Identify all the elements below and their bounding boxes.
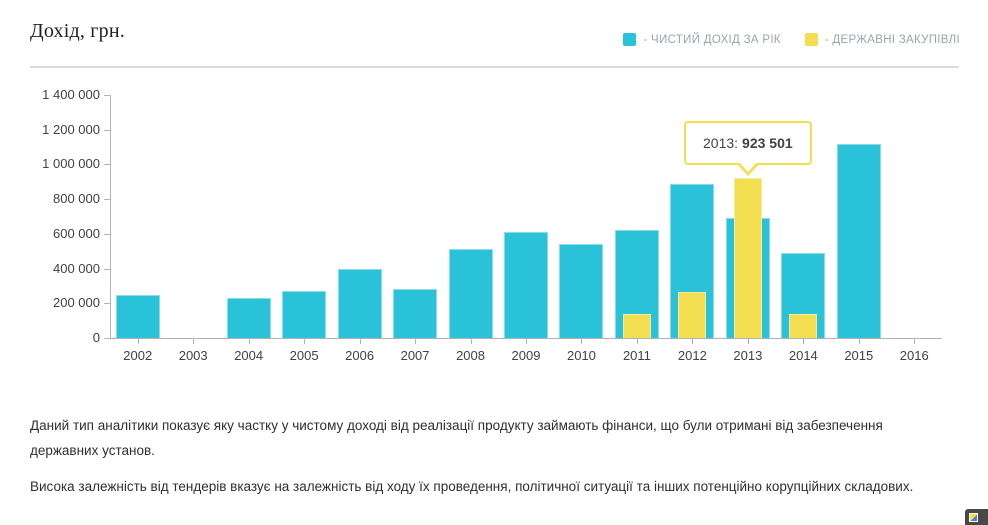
bar-procurement-2014[interactable]: [789, 313, 818, 338]
x-axis-tick: [692, 339, 694, 344]
x-axis-label: 2013: [733, 348, 763, 363]
y-axis-tick: [104, 338, 110, 339]
x-axis-label: 2006: [345, 348, 375, 363]
bar-procurement-2013[interactable]: [733, 177, 762, 338]
x-axis-tick: [526, 339, 527, 344]
y-axis-tick: [104, 303, 110, 305]
x-axis-label: 2005: [289, 348, 319, 363]
x-axis-label: 2007: [400, 348, 430, 363]
net-income-swatch-icon: [623, 33, 637, 46]
legend-item-procurement[interactable]: - ДЕРЖАВНІ ЗАКУПІВЛІ: [804, 33, 960, 46]
description-paragraph-2: Висока залежність від тендерів вказує на…: [30, 479, 914, 494]
legend-item-net-income[interactable]: - ЧИСТИЙ ДОХІД ЗА РІК: [623, 33, 781, 46]
bar-net-income-2014[interactable]: [781, 253, 826, 338]
bar-net-income-2005[interactable]: [282, 291, 327, 338]
x-axis-tick: [137, 339, 139, 344]
y-axis-label: 0: [92, 330, 100, 345]
chart-legend: - ЧИСТИЙ ДОХІД ЗА РІК - ДЕРЖАВНІ ЗАКУПІВ…: [623, 33, 960, 46]
x-axis-label: 2002: [123, 348, 153, 363]
bar-net-income-2015[interactable]: [836, 143, 881, 338]
legend-label-procurement: - ДЕРЖАВНІ ЗАКУПІВЛІ: [824, 33, 960, 46]
x-axis-tick: [636, 339, 638, 344]
bar-procurement-2011[interactable]: [622, 313, 651, 338]
tooltip-value: 923 501: [742, 135, 793, 151]
legend-label-net-income: - ЧИСТИЙ ДОХІД ЗА РІК: [643, 33, 781, 46]
x-axis-label: 2012: [677, 348, 707, 363]
x-axis-tick: [359, 339, 361, 344]
bar-net-income-2008[interactable]: [448, 249, 493, 338]
x-axis: [110, 338, 942, 339]
screenshot-icon: [969, 512, 978, 522]
x-axis-tick: [193, 339, 195, 344]
x-axis-label: 2014: [788, 348, 818, 363]
x-axis-label: 2011: [622, 348, 651, 363]
x-axis-label: 2016: [899, 348, 929, 363]
x-axis-label: 2003: [178, 348, 208, 363]
x-axis-tick: [803, 339, 805, 344]
y-axis-label: 800 000: [53, 191, 100, 207]
bar-net-income-2004[interactable]: [226, 297, 271, 338]
bar-procurement-2012[interactable]: [678, 291, 707, 338]
y-axis-tick: [104, 164, 110, 166]
y-axis-tick: [104, 199, 110, 201]
y-axis-tick: [104, 233, 110, 235]
y-axis-tick: [104, 95, 110, 96]
header-divider: [30, 66, 959, 68]
y-axis-label: 200 000: [53, 295, 100, 311]
x-axis-tick: [248, 339, 250, 344]
y-axis-label: 1 400 000: [42, 87, 100, 102]
x-axis-label: 2008: [456, 348, 485, 363]
y-axis: [110, 95, 111, 339]
x-axis-tick: [747, 339, 749, 344]
x-axis-label: 2010: [566, 348, 596, 363]
y-axis-tick: [104, 268, 110, 270]
y-axis-tick: [104, 129, 110, 131]
x-axis-label: 2004: [234, 348, 264, 363]
x-axis-tick: [581, 339, 583, 344]
x-axis-tick: [470, 339, 472, 344]
x-axis-tick: [415, 339, 417, 344]
page-title: Дохід, грн.: [30, 20, 125, 42]
y-axis-label: 600 000: [53, 225, 100, 241]
x-axis-label: 2015: [844, 348, 874, 363]
chart-tooltip: 2013: 923 501: [684, 121, 812, 176]
tooltip-year-label: 2013:: [703, 135, 739, 151]
x-axis-tick: [858, 339, 860, 344]
x-axis-tick: [304, 339, 306, 344]
tooltip-arrow-inner: [738, 162, 757, 172]
y-axis-label: 400 000: [53, 260, 100, 276]
y-axis-label: 1 000 000: [42, 156, 100, 172]
description-paragraph-1: Даний тип аналітики показує яку частку у…: [30, 418, 883, 458]
x-axis-tick: [914, 339, 916, 344]
bar-net-income-2009[interactable]: [504, 231, 548, 338]
procurement-swatch-icon: [804, 33, 818, 46]
bar-net-income-2002[interactable]: [115, 294, 160, 338]
x-axis-label: 2009: [511, 348, 541, 363]
bar-net-income-2006[interactable]: [337, 268, 382, 338]
bar-net-income-2010[interactable]: [559, 244, 604, 338]
income-bar-chart: 0 200 000 400 000 600 000 800 000 1 000 000 1 …: [42, 87, 942, 363]
bar-net-income-2007[interactable]: [393, 288, 438, 338]
y-axis-label: 1 200 000: [42, 121, 100, 137]
corner-widget[interactable]: [965, 509, 988, 525]
